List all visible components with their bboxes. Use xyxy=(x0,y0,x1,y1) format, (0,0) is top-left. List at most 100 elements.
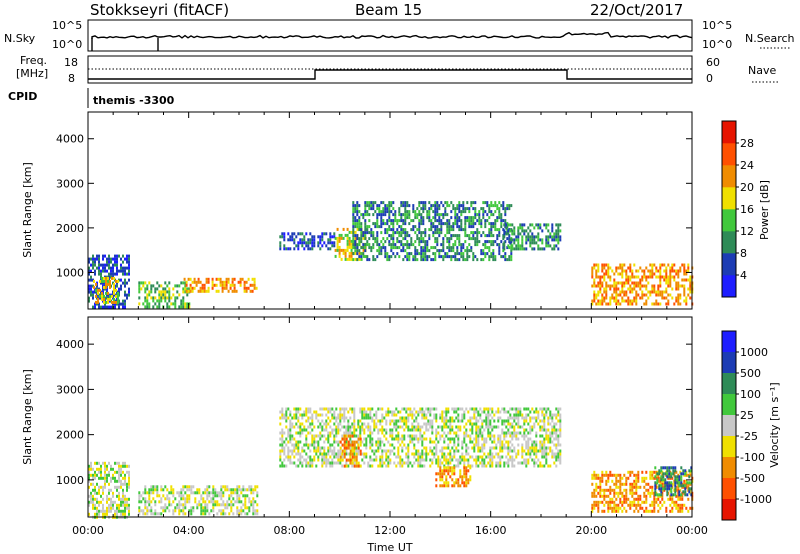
velocity-echo-cell xyxy=(597,500,600,504)
power-echo-cell xyxy=(625,272,628,276)
velocity-echo-cell xyxy=(331,461,334,465)
velocity-echo-cell xyxy=(451,455,454,459)
velocity-echo-cell xyxy=(425,416,428,420)
velocity-echo-cell xyxy=(385,413,388,417)
velocity-echo-cell xyxy=(515,434,518,438)
velocity-echo-cell xyxy=(531,443,534,447)
power-echo-cell xyxy=(88,260,90,264)
power-echo-cell xyxy=(376,216,379,220)
power-echo-cell xyxy=(120,266,122,270)
velocity-echo-cell xyxy=(200,512,203,516)
velocity-echo-cell xyxy=(675,503,678,507)
velocity-echo-cell xyxy=(361,407,364,411)
power-echo-cell xyxy=(450,234,453,238)
power-echo-cell xyxy=(99,288,101,292)
velocity-echo-cell xyxy=(599,491,602,495)
velocity-echo-cell xyxy=(156,488,159,492)
velocity-echo-cell xyxy=(387,449,390,453)
velocity-echo-cell xyxy=(523,422,526,426)
power-echo-cell xyxy=(384,240,387,244)
velocity-echo-cell xyxy=(457,443,460,447)
power-echo-cell xyxy=(649,293,652,297)
velocity-echo-cell xyxy=(670,466,673,470)
power-echo-cell xyxy=(559,238,562,242)
power-echo-cell xyxy=(174,302,177,306)
power-echo-cell xyxy=(629,278,632,282)
power-echo-cell xyxy=(625,293,628,297)
power-echo-cell xyxy=(138,284,141,288)
velocity-echo-cell xyxy=(657,509,660,513)
power-echo-cell xyxy=(120,263,122,267)
power-echo-cell xyxy=(203,289,206,293)
power-echo-cell xyxy=(352,234,355,238)
power-echo-cell xyxy=(677,272,680,276)
velocity-echo-cell xyxy=(523,419,526,423)
power-echo-cell xyxy=(356,207,359,211)
power-echo-cell xyxy=(555,229,558,233)
velocity-echo-cell xyxy=(690,487,693,491)
power-echo-cell xyxy=(225,280,228,284)
velocity-echo-cell xyxy=(383,443,386,447)
power-echo-cell xyxy=(426,243,429,247)
velocity-echo-cell xyxy=(138,500,141,504)
power-echo-cell xyxy=(687,293,690,297)
power-echo-cell xyxy=(283,244,286,248)
velocity-echo-cell xyxy=(116,509,118,513)
power-echo-cell xyxy=(498,252,501,256)
power-echo-cell xyxy=(502,201,505,205)
velocity-echo-cell xyxy=(164,497,167,501)
power-echo-cell xyxy=(221,280,224,284)
velocity-echo-cell xyxy=(162,506,165,510)
power-echo-cell xyxy=(448,225,451,229)
power-echo-cell xyxy=(94,290,96,294)
velocity-echo-cell xyxy=(491,434,494,438)
velocity-echo-cell xyxy=(385,419,388,423)
velocity-echo-cell xyxy=(256,509,259,513)
velocity-echo-cell xyxy=(369,428,372,432)
power-echo-cell xyxy=(659,293,662,297)
velocity-echo-cell xyxy=(487,407,490,411)
velocity-echo-cell xyxy=(469,407,472,411)
power-echo-cell xyxy=(144,281,147,285)
velocity-echo-cell xyxy=(186,494,189,498)
power-echo-cell xyxy=(128,293,130,297)
velocity-echo-cell xyxy=(110,464,112,468)
power-echo-cell xyxy=(116,281,118,285)
velocity-echo-cell xyxy=(611,488,614,492)
power-echo-cell xyxy=(115,279,117,283)
velocity-echo-cell xyxy=(234,491,237,495)
velocity-echo-cell xyxy=(150,500,153,504)
velocity-echo-cell xyxy=(469,440,472,444)
power-echo-cell xyxy=(456,258,459,262)
power-echo-cell xyxy=(474,216,477,220)
velocity-echo-cell xyxy=(114,485,116,489)
velocity-echo-cell xyxy=(222,500,225,504)
velocity-echo-cell xyxy=(345,425,348,429)
power-echo-cell xyxy=(297,232,300,236)
velocity-echo-cell xyxy=(182,494,185,498)
power-echo-cell xyxy=(621,284,624,288)
velocity-echo-cell xyxy=(180,497,183,501)
velocity-echo-cell xyxy=(299,422,302,426)
power-echo-cell xyxy=(402,246,405,250)
power-echo-cell xyxy=(366,225,369,229)
power-echo-cell xyxy=(503,241,506,245)
power-echo-cell xyxy=(438,252,441,256)
velocity-echo-cell xyxy=(291,443,294,447)
velocity-echo-cell xyxy=(393,422,396,426)
power-echo-cell xyxy=(245,286,248,290)
velocity-echo-cell xyxy=(333,434,336,438)
velocity-echo-cell xyxy=(647,482,650,486)
power-echo-cell xyxy=(651,290,654,294)
velocity-echo-cell xyxy=(527,431,530,435)
velocity-echo-cell xyxy=(311,443,314,447)
velocity-echo-cell xyxy=(355,458,358,462)
power-echo-cell xyxy=(372,243,375,247)
power-echo-cell xyxy=(364,243,367,247)
velocity-echo-cell xyxy=(672,466,675,470)
velocity-echo-cell xyxy=(188,509,191,513)
power-echo-cell xyxy=(392,240,395,244)
velocity-echo-cell xyxy=(387,458,390,462)
velocity-echo-cell xyxy=(321,455,324,459)
velocity-echo-cell xyxy=(501,446,504,450)
